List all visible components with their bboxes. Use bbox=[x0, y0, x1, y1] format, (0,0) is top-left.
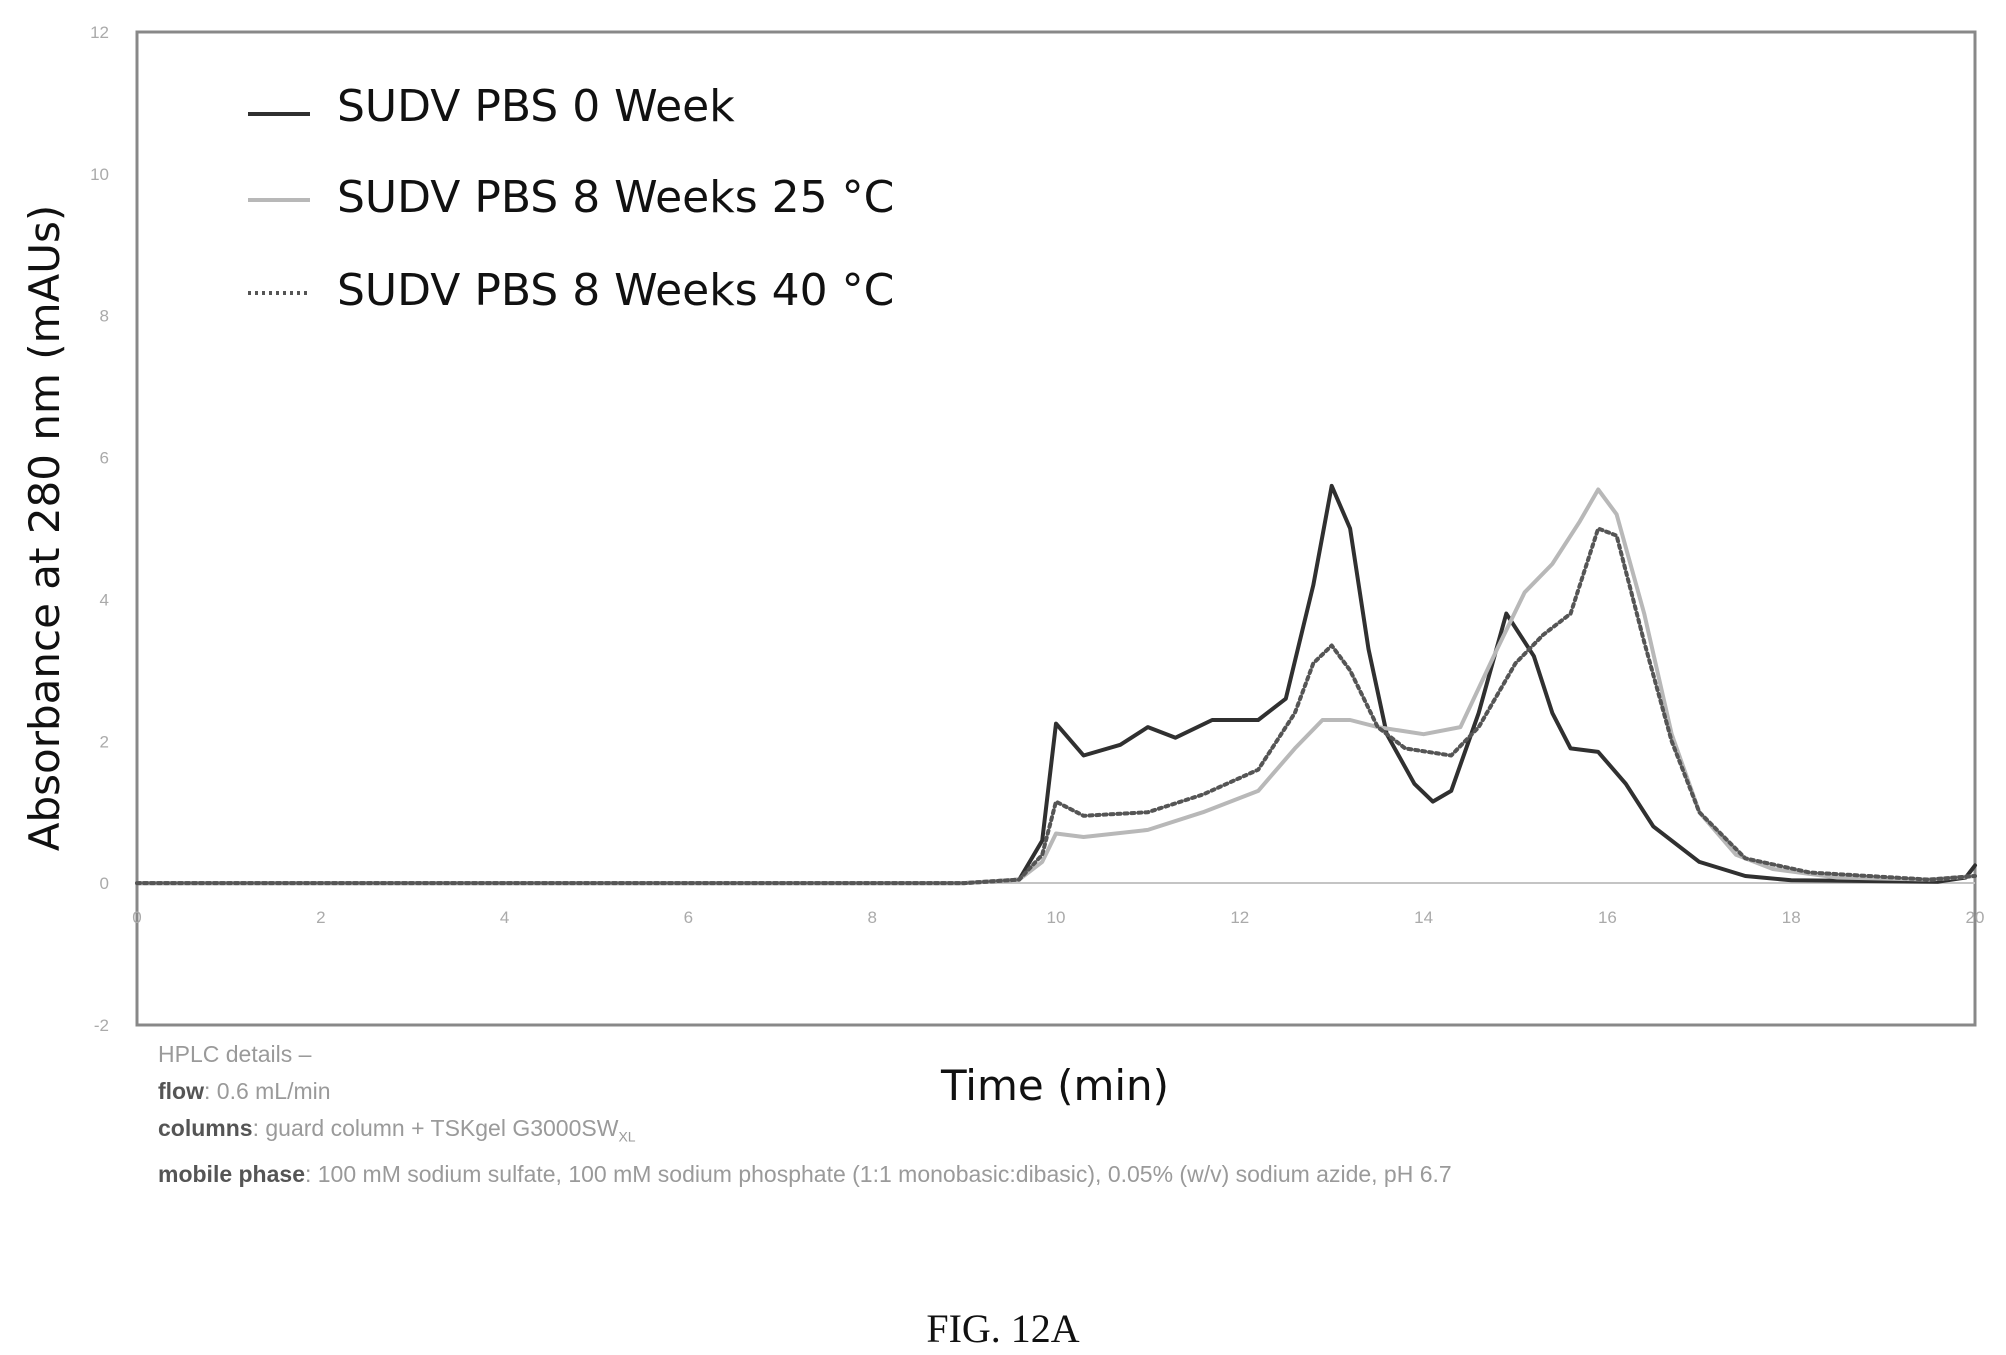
mobile-phase-label: mobile phase bbox=[158, 1160, 305, 1187]
y-tick-label-5: 8 bbox=[100, 307, 109, 326]
x-axis-title: Time (min) bbox=[940, 1061, 1169, 1110]
figure-caption: FIG. 12A bbox=[926, 1306, 1080, 1351]
y-tick-label-0: -2 bbox=[94, 1016, 109, 1035]
series-line-0 bbox=[135, 483, 1977, 886]
x-tick-label-7: 14 bbox=[1414, 908, 1433, 927]
x-tick-label-0: 0 bbox=[132, 908, 141, 927]
x-tick-label-2: 4 bbox=[500, 908, 509, 927]
x-tick-label-10: 20 bbox=[1966, 908, 1985, 927]
x-tick-label-6: 12 bbox=[1230, 908, 1249, 927]
legend-label-0: SUDV PBS 0 Week bbox=[337, 81, 735, 132]
x-tick-label-3: 6 bbox=[684, 908, 693, 927]
columns-subscript: XL bbox=[618, 1128, 636, 1145]
x-tick-label-5: 10 bbox=[1047, 908, 1066, 927]
y-tick-label-4: 6 bbox=[100, 449, 109, 468]
columns-label: columns bbox=[158, 1115, 253, 1141]
mobile-phase-value: : 100 mM sodium sulfate, 100 mM sodium p… bbox=[304, 1160, 1452, 1187]
y-tick-label-7: 12 bbox=[90, 23, 109, 42]
y-axis-ticks: -2 0 2 4 6 8 10 12 bbox=[90, 23, 109, 1035]
hplc-details: HPLC details – flow: 0.6 mL/min columns:… bbox=[158, 1036, 1452, 1193]
hplc-flow: flow: 0.6 mL/min bbox=[158, 1073, 1452, 1110]
hplc-title: HPLC details – bbox=[158, 1041, 312, 1067]
flow-value: : 0.6 mL/min bbox=[204, 1078, 331, 1104]
x-axis-ticks: 0 2 4 6 8 10 12 14 16 18 20 bbox=[132, 908, 1984, 927]
x-tick-label-9: 18 bbox=[1782, 908, 1801, 927]
y-tick-label-1: 0 bbox=[100, 874, 109, 893]
legend-label-2: SUDV PBS 8 Weeks 40 °C bbox=[337, 265, 894, 316]
plot-area-frame bbox=[135, 30, 1977, 1027]
x-tick-label-4: 8 bbox=[867, 908, 876, 927]
y-tick-label-6: 10 bbox=[90, 165, 109, 184]
legend-label-1: SUDV PBS 8 Weeks 25 °C bbox=[337, 172, 894, 223]
legend: SUDV PBS 0 Week SUDV PBS 8 Weeks 25 °C S… bbox=[248, 81, 894, 316]
series-line-2 bbox=[135, 526, 1977, 886]
flow-label: flow bbox=[158, 1078, 204, 1104]
hplc-mobile-phase: mobile phase: 100 mM sodium sulfate, 100… bbox=[158, 1156, 1452, 1193]
columns-value: : guard column + TSKgel G3000SW bbox=[252, 1115, 619, 1141]
series-layer bbox=[135, 483, 1977, 886]
y-tick-label-3: 4 bbox=[100, 590, 109, 609]
hplc-columns: columns: guard column + TSKgel G3000SWXL bbox=[158, 1110, 1452, 1156]
x-tick-label-8: 16 bbox=[1598, 908, 1617, 927]
y-axis-title: Absorbance at 280 nm (mAUs) bbox=[20, 205, 69, 852]
x-tick-label-1: 2 bbox=[316, 908, 325, 927]
y-tick-label-2: 2 bbox=[100, 732, 109, 751]
